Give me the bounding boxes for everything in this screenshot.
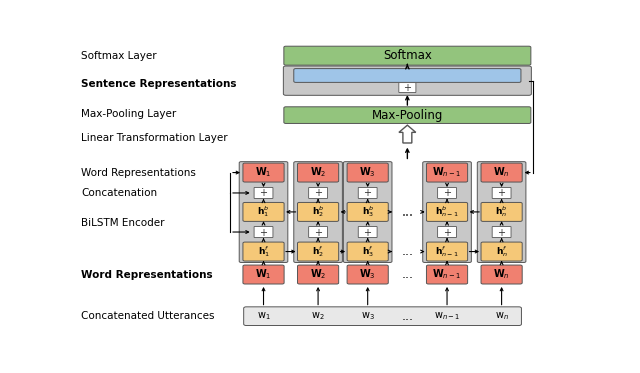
Text: Sentence Representations: Sentence Representations (81, 79, 237, 88)
Text: Max-Pooling: Max-Pooling (372, 109, 443, 122)
Text: h$_{n-1}^b$: h$_{n-1}^b$ (435, 204, 459, 219)
FancyBboxPatch shape (481, 265, 522, 284)
FancyBboxPatch shape (426, 163, 468, 182)
Text: $+$: $+$ (497, 188, 506, 198)
FancyBboxPatch shape (477, 162, 526, 263)
Text: ...: ... (401, 206, 413, 219)
FancyBboxPatch shape (243, 265, 284, 284)
FancyBboxPatch shape (426, 265, 468, 284)
Text: $+$: $+$ (442, 188, 452, 198)
FancyBboxPatch shape (358, 188, 377, 198)
FancyBboxPatch shape (254, 188, 273, 198)
Text: ...: ... (401, 245, 413, 258)
Text: $+$: $+$ (442, 226, 452, 238)
Text: W$_n$: W$_n$ (493, 268, 510, 281)
Text: Concatenation: Concatenation (81, 188, 157, 198)
FancyBboxPatch shape (399, 82, 416, 93)
FancyBboxPatch shape (294, 69, 521, 82)
FancyBboxPatch shape (481, 203, 522, 222)
FancyBboxPatch shape (298, 163, 339, 182)
FancyBboxPatch shape (298, 265, 339, 284)
FancyBboxPatch shape (284, 46, 531, 65)
Text: $+$: $+$ (497, 226, 506, 238)
FancyBboxPatch shape (423, 162, 471, 263)
Text: $+$: $+$ (363, 188, 372, 198)
Text: h$_{n-1}^f$: h$_{n-1}^f$ (435, 244, 459, 259)
FancyBboxPatch shape (347, 203, 388, 222)
Text: Max-Pooling Layer: Max-Pooling Layer (81, 109, 176, 119)
Text: Word Representations: Word Representations (81, 270, 212, 279)
Text: h$_3^b$: h$_3^b$ (362, 204, 374, 219)
Text: $+$: $+$ (314, 226, 323, 238)
Text: $+$: $+$ (363, 226, 372, 238)
Text: ...: ... (401, 310, 413, 323)
FancyBboxPatch shape (244, 307, 522, 326)
Text: $+$: $+$ (259, 188, 268, 198)
FancyBboxPatch shape (492, 226, 511, 238)
Text: ...: ... (401, 206, 413, 219)
Text: Softmax: Softmax (383, 49, 432, 62)
FancyBboxPatch shape (344, 162, 392, 263)
FancyBboxPatch shape (347, 163, 388, 182)
FancyBboxPatch shape (284, 66, 531, 95)
FancyBboxPatch shape (438, 188, 456, 198)
FancyBboxPatch shape (308, 226, 328, 238)
FancyBboxPatch shape (492, 188, 511, 198)
FancyBboxPatch shape (239, 162, 288, 263)
FancyBboxPatch shape (298, 242, 339, 261)
Text: W$_{n-1}$: W$_{n-1}$ (433, 268, 461, 281)
Text: Word Representations: Word Representations (81, 167, 196, 178)
Text: W$_1$: W$_1$ (255, 166, 272, 179)
Text: W$_n$: W$_n$ (493, 166, 510, 179)
Text: h$_2^b$: h$_2^b$ (312, 204, 324, 219)
Text: BiLSTM Encoder: BiLSTM Encoder (81, 219, 164, 228)
FancyBboxPatch shape (243, 242, 284, 261)
Text: ...: ... (401, 268, 413, 281)
FancyBboxPatch shape (347, 242, 388, 261)
Text: h$_1^b$: h$_1^b$ (257, 204, 269, 219)
Text: Concatenated Utterances: Concatenated Utterances (81, 311, 214, 321)
FancyBboxPatch shape (254, 226, 273, 238)
Polygon shape (399, 125, 416, 143)
Text: W$_1$: W$_1$ (255, 268, 272, 281)
Text: $+$: $+$ (259, 226, 268, 238)
Text: w$_3$: w$_3$ (361, 310, 374, 322)
FancyBboxPatch shape (481, 163, 522, 182)
Text: h$_1^f$: h$_1^f$ (257, 244, 269, 259)
FancyBboxPatch shape (294, 162, 342, 263)
Text: W$_2$: W$_2$ (310, 166, 326, 179)
Text: Softmax Layer: Softmax Layer (81, 51, 157, 61)
FancyBboxPatch shape (426, 203, 468, 222)
Text: w$_n$: w$_n$ (495, 310, 509, 322)
FancyBboxPatch shape (308, 188, 328, 198)
Text: w$_2$: w$_2$ (311, 310, 325, 322)
Text: W$_3$: W$_3$ (360, 166, 376, 179)
FancyBboxPatch shape (298, 203, 339, 222)
FancyBboxPatch shape (438, 226, 456, 238)
Text: $+$: $+$ (403, 82, 412, 93)
Text: $+$: $+$ (314, 188, 323, 198)
Text: h$_3^f$: h$_3^f$ (362, 244, 374, 259)
FancyBboxPatch shape (358, 226, 377, 238)
FancyBboxPatch shape (481, 242, 522, 261)
Text: W$_3$: W$_3$ (360, 268, 376, 281)
Text: W$_2$: W$_2$ (310, 268, 326, 281)
Text: w$_1$: w$_1$ (257, 310, 270, 322)
FancyBboxPatch shape (284, 107, 531, 123)
Text: h$_n^b$: h$_n^b$ (495, 204, 508, 219)
Text: h$_2^f$: h$_2^f$ (312, 244, 324, 259)
Text: W$_{n-1}$: W$_{n-1}$ (433, 166, 461, 179)
Text: w$_{n-1}$: w$_{n-1}$ (434, 310, 460, 322)
FancyBboxPatch shape (426, 242, 468, 261)
Text: Linear Transformation Layer: Linear Transformation Layer (81, 133, 228, 143)
Text: h$_n^f$: h$_n^f$ (495, 244, 508, 259)
FancyBboxPatch shape (347, 265, 388, 284)
FancyBboxPatch shape (243, 163, 284, 182)
FancyBboxPatch shape (243, 203, 284, 222)
